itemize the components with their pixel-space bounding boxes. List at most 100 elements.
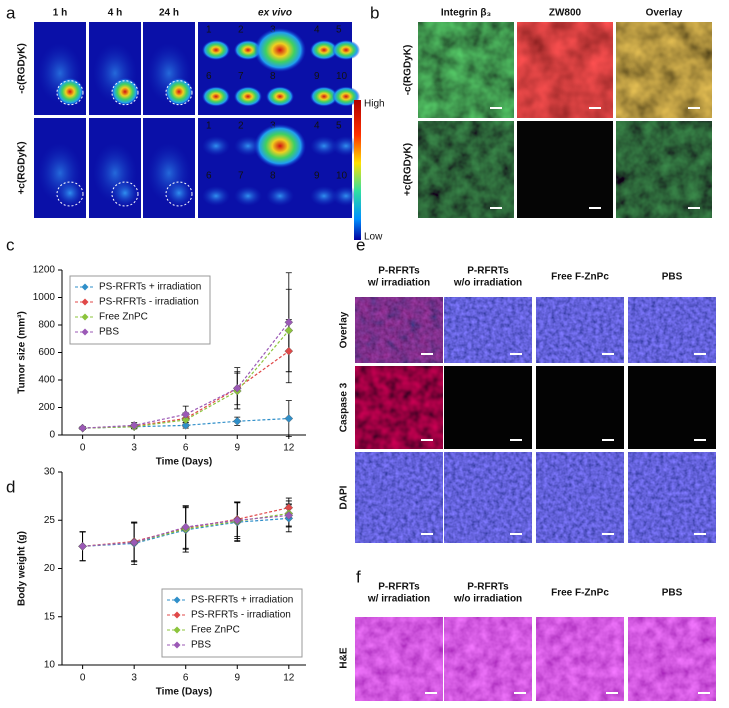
column-header: Integrin β₃ [441, 8, 492, 19]
micrograph [628, 452, 716, 543]
red-overlay [355, 297, 443, 363]
organ-number: 9 [314, 171, 320, 182]
micrograph [418, 121, 514, 218]
data-point [78, 542, 87, 551]
organ [254, 28, 306, 72]
organ [310, 40, 338, 60]
panel-label: a [6, 3, 16, 22]
x-tick-label: 12 [283, 673, 295, 684]
x-axis-label: Time (Days) [156, 457, 213, 468]
micrograph [536, 297, 624, 363]
x-tick-label: 6 [183, 673, 189, 684]
tumor-outline [165, 181, 193, 207]
series-line [82, 417, 289, 429]
tumor-signal [111, 179, 139, 207]
panel-label: f [356, 567, 361, 586]
column-header: Overlay [646, 8, 683, 19]
data-point [232, 383, 242, 393]
data-point [129, 421, 139, 430]
micrograph [444, 617, 532, 701]
x-tick-label: 9 [234, 673, 240, 684]
micrograph [355, 366, 443, 449]
y-tick-label: 1000 [33, 292, 56, 303]
micrograph [628, 297, 716, 363]
micrograph [536, 366, 624, 449]
y-tick-label: 30 [44, 467, 56, 478]
y-axis-label: Tumor size (mm³) [17, 311, 28, 394]
column-header: ZW800 [549, 8, 582, 19]
organ [332, 186, 360, 206]
micrograph [418, 22, 514, 118]
legend-label: PS-RFRTs + irradiation [191, 595, 293, 606]
micrograph [444, 297, 532, 363]
y-tick-label: 15 [44, 611, 56, 622]
x-tick-label: 12 [283, 443, 295, 454]
column-header: PBS [662, 588, 683, 599]
organ-number: 6 [206, 71, 212, 82]
micrograph [628, 366, 716, 449]
column-header: 24 h [159, 8, 179, 19]
x-tick-label: 6 [183, 443, 189, 454]
row-label: DAPI [339, 485, 350, 509]
panel-label: c [6, 235, 15, 254]
legend-label: Free ZnPC [99, 312, 148, 323]
legend-label: PS-RFRTs - irradiation [191, 610, 291, 621]
data-point [284, 511, 294, 520]
organ [266, 86, 294, 107]
organ-number: 2 [238, 121, 244, 132]
legend-label: PS-RFRTs - irradiation [99, 297, 199, 308]
column-header: w/ irradiation [367, 594, 430, 605]
column-header: P-RFRTs [378, 266, 420, 277]
organ-number: 8 [270, 171, 276, 182]
panel-label: d [6, 477, 15, 496]
organ-number: 4 [314, 121, 320, 132]
tumor-outline [165, 80, 193, 106]
colorbar [354, 100, 361, 240]
data-point [129, 538, 139, 547]
organ [202, 136, 230, 156]
y-axis-label: Body weight (g) [17, 531, 28, 606]
organ [266, 186, 294, 206]
column-header: ex vivo [258, 8, 292, 19]
legend-marker [81, 328, 89, 336]
organ [254, 124, 306, 168]
organ-number: 2 [238, 25, 244, 36]
micrograph [444, 366, 532, 449]
row-label: -c(RGDyK) [403, 45, 414, 96]
organ [202, 40, 230, 60]
y-tick-label: 20 [44, 563, 56, 574]
column-header: w/ irradiation [367, 278, 430, 289]
y-tick-label: 25 [44, 515, 56, 526]
organ [310, 86, 338, 107]
data-point [232, 416, 242, 426]
micrograph [355, 617, 443, 701]
organ [202, 186, 230, 206]
column-header: w/o irradiation [453, 594, 522, 605]
organ-number: 9 [314, 71, 320, 82]
column-header: w/o irradiation [453, 278, 522, 289]
colorbar-label: High [364, 99, 385, 110]
legend-marker [173, 596, 181, 604]
tumor-signal [56, 179, 84, 207]
y-tick-label: 600 [38, 347, 55, 358]
tumor-outline [111, 80, 139, 106]
organ [332, 136, 360, 156]
micrograph [355, 452, 443, 543]
legend-marker [173, 626, 181, 634]
organ-number: 10 [336, 171, 348, 182]
x-tick-label: 3 [131, 443, 137, 454]
tumor-signal [111, 77, 139, 106]
y-tick-label: 10 [44, 660, 56, 671]
micrograph [536, 452, 624, 543]
x-tick-label: 0 [80, 673, 86, 684]
data-point [232, 515, 242, 525]
series-line [82, 321, 290, 429]
organ [332, 40, 360, 60]
panel-label: e [356, 235, 365, 254]
x-tick-label: 9 [234, 443, 240, 454]
organ [310, 136, 338, 156]
legend-marker [81, 298, 89, 306]
legend-label: PBS [99, 327, 119, 338]
organ-number: 10 [336, 71, 348, 82]
row-label: Overlay [339, 311, 350, 348]
